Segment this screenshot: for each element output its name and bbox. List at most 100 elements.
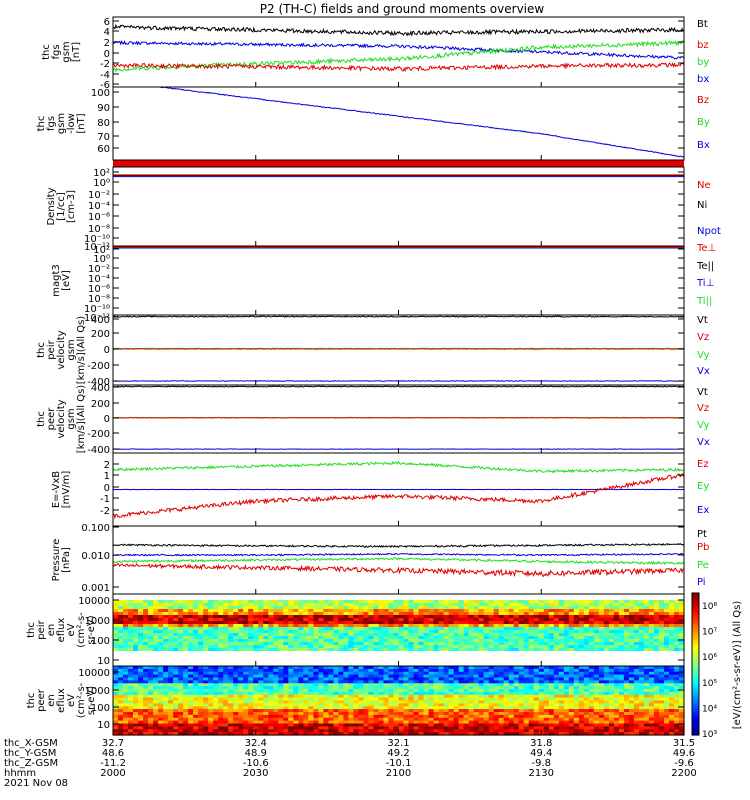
spectrogram-cell: [208, 657, 214, 661]
spectrogram-cell: [679, 630, 685, 634]
spectrogram-cell: [398, 633, 405, 637]
spectrogram-cell: [358, 714, 364, 719]
spectrogram-cell: [583, 712, 590, 716]
spectrogram-cell: [258, 666, 264, 670]
spectrogram-cell: [263, 654, 269, 658]
spectrogram-cell: [313, 633, 319, 637]
spectrogram-cell: [664, 694, 670, 699]
spectrogram-cell: [573, 618, 580, 622]
spectrogram-cell: [588, 651, 595, 655]
spectrogram-cell: [403, 606, 410, 610]
spectrogram-cell: [408, 642, 415, 646]
spectrogram-cell: [223, 630, 229, 634]
spectrogram-cell: [298, 674, 304, 679]
spectrogram-cell: [458, 600, 465, 604]
spectrogram-cell: [308, 709, 314, 713]
spectrogram-cell: [618, 621, 625, 625]
spectrogram-cell: [438, 712, 445, 716]
spectrogram-cell: [568, 703, 575, 707]
spectrogram-cell: [208, 642, 214, 646]
spectrogram-cell: [403, 645, 410, 649]
spectrogram-cell: [393, 600, 400, 604]
spectrogram-cell: [568, 642, 575, 646]
spectrogram-cell: [178, 612, 184, 616]
spectrogram-cell: [488, 618, 495, 622]
spectrogram-cell: [478, 594, 485, 598]
spectrogram-cell: [163, 594, 169, 598]
spectrogram-cell: [398, 645, 405, 649]
spectrogram-cell: [158, 603, 164, 607]
spectrogram-cell: [608, 712, 615, 716]
spectrogram-cell: [548, 660, 555, 664]
spectrogram-cell: [478, 683, 485, 687]
spectrogram-cell: [674, 594, 680, 598]
spectrogram-cell: [233, 686, 239, 690]
spectrogram-cell: [443, 694, 450, 699]
spectrogram-cell: [143, 677, 149, 681]
spectrogram-cell: [393, 683, 400, 687]
spectrogram-cell: [258, 627, 264, 631]
spectrogram-cell: [418, 627, 425, 631]
spectrogram-cell: [113, 597, 119, 601]
spectrogram-cell: [188, 636, 194, 640]
spectrogram-cell: [368, 709, 374, 713]
spectrogram-cell: [338, 618, 344, 622]
spectrogram-cell: [158, 694, 164, 699]
spectrogram-cell: [518, 660, 525, 664]
spectrogram-cell: [513, 697, 520, 702]
spectrogram-cell: [463, 663, 470, 667]
spectrogram-cell: [358, 645, 364, 649]
spectrogram-cell: [123, 660, 129, 664]
spectrogram-cell: [328, 720, 334, 725]
spectrogram-cell: [208, 639, 214, 643]
spectrogram-cell: [398, 694, 405, 699]
spectrogram-cell: [363, 700, 369, 704]
spectrogram-cell: [193, 663, 199, 667]
spectrogram-cell: [228, 694, 234, 699]
spectrogram-cell: [188, 642, 194, 646]
spectrogram-cell: [253, 648, 259, 652]
spectrogram-cell: [423, 668, 430, 673]
spectrogram-cell: [293, 680, 299, 684]
spectrogram-cell: [538, 639, 545, 643]
spectrogram-cell: [618, 645, 625, 649]
spectrogram-cell: [193, 683, 199, 687]
spectrogram-cell: [588, 709, 595, 713]
spectrogram-cell: [478, 697, 485, 702]
spectrogram-cell: [473, 694, 480, 699]
spectrogram-cell: [528, 680, 535, 684]
spectrogram-cell: [543, 703, 550, 707]
spectrogram-cell: [448, 686, 455, 690]
spectrogram-cell: [603, 636, 610, 640]
spectrogram-cell: [558, 717, 565, 722]
spectrogram-cell: [563, 689, 570, 693]
spectrogram-cell: [423, 600, 430, 604]
spectrogram-cell: [168, 597, 174, 601]
spectrogram-cell: [253, 624, 259, 628]
spectrogram-cell: [548, 706, 555, 710]
spectrogram-cell: [373, 606, 380, 610]
spectrogram-cell: [178, 660, 184, 664]
spectrogram-cell: [498, 600, 505, 604]
spectrogram-cell: [488, 709, 495, 713]
spectrogram-cell: [233, 642, 239, 646]
spectrogram-cell: [198, 603, 204, 607]
spectrogram-cell: [623, 703, 630, 707]
spectrogram-cell: [188, 624, 194, 628]
spectrogram-cell: [253, 674, 259, 679]
spectrogram-cell: [513, 639, 520, 643]
spectrogram-cell: [473, 657, 480, 661]
spectrogram-cell: [648, 642, 655, 646]
spectrogram-cell: [433, 660, 440, 664]
spectrogram-cell: [628, 618, 635, 622]
spectrogram-cell: [253, 697, 259, 702]
spectrogram-cell: [588, 703, 595, 707]
spectrogram-cell: [218, 680, 224, 684]
spectrogram-cell: [593, 606, 600, 610]
spectrogram-cell: [543, 606, 550, 610]
spectrogram-cell: [623, 706, 630, 710]
spectrogram-cell: [188, 671, 194, 676]
spectrogram-cell: [478, 657, 485, 661]
spectrogram-cell: [679, 615, 685, 619]
spectrogram-cell: [513, 660, 520, 664]
